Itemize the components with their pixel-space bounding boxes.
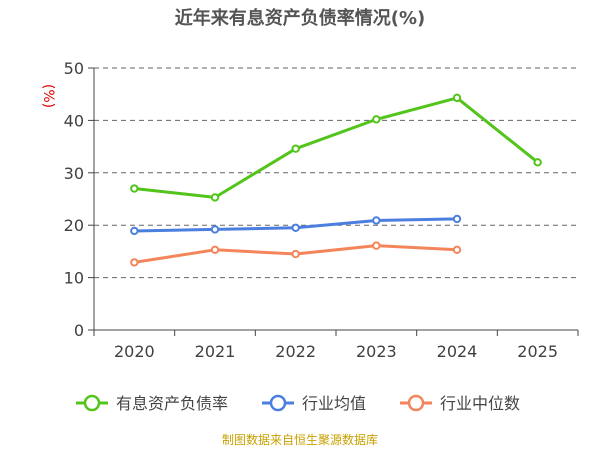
legend-marker: [83, 394, 101, 412]
footer-source: 制图数据来自恒生聚源数据库: [222, 432, 378, 447]
data-point: [291, 223, 300, 233]
x-tick-label: 2021: [195, 342, 236, 361]
series-3: [130, 241, 462, 267]
y-tick-label: 40: [64, 111, 84, 130]
series-1: [130, 93, 542, 202]
y-tick-label: 20: [64, 216, 84, 235]
x-tick-label: 2020: [114, 342, 155, 361]
data-point: [210, 225, 220, 234]
x-tick-label: 2024: [437, 342, 478, 361]
data-point: [210, 245, 220, 255]
data-point: [372, 115, 381, 124]
x-tick-label: 2025: [517, 342, 558, 361]
data-point: [291, 144, 300, 153]
data-point: [130, 258, 139, 267]
data-point: [210, 193, 220, 202]
data-point: [452, 245, 462, 255]
legend-marker: [407, 394, 425, 412]
x-tick-label: 2022: [275, 342, 316, 361]
data-point: [130, 184, 139, 193]
data-point: [130, 226, 139, 236]
y-tick-label: 10: [64, 269, 84, 288]
y-tick-label: 30: [64, 164, 84, 183]
y-tick-label: 50: [64, 59, 84, 78]
data-point: [291, 249, 300, 259]
data-point: [452, 214, 462, 224]
legend-marker: [269, 394, 287, 412]
legend-item: 行业中位数: [400, 394, 520, 413]
data-point: [372, 241, 381, 250]
legend-item: 行业均值: [262, 394, 366, 413]
legend-item: 有息资产负债率: [76, 394, 228, 413]
y-tick-label: 0: [74, 321, 84, 340]
x-tick-label: 2023: [356, 342, 397, 361]
chart-title: 近年来有息资产负债率情况(%): [175, 7, 426, 29]
data-point: [452, 93, 462, 103]
legend: 有息资产负债率 行业均值 行业中位数: [76, 394, 520, 413]
data-point: [533, 158, 542, 167]
legend-label: 行业中位数: [440, 394, 520, 413]
series-2: [130, 214, 462, 236]
legend-label: 行业均值: [302, 394, 366, 413]
y-axis-label: (%): [40, 84, 56, 108]
grid-lines: [94, 67, 578, 279]
data-point: [372, 216, 381, 225]
axes: 0 10 20 30 40 50 2020 2021 2022 2023 2024 2025: [64, 59, 579, 361]
legend-label: 有息资产负债率: [116, 394, 228, 413]
series-line: [132, 96, 540, 199]
series-lines: [130, 93, 542, 267]
